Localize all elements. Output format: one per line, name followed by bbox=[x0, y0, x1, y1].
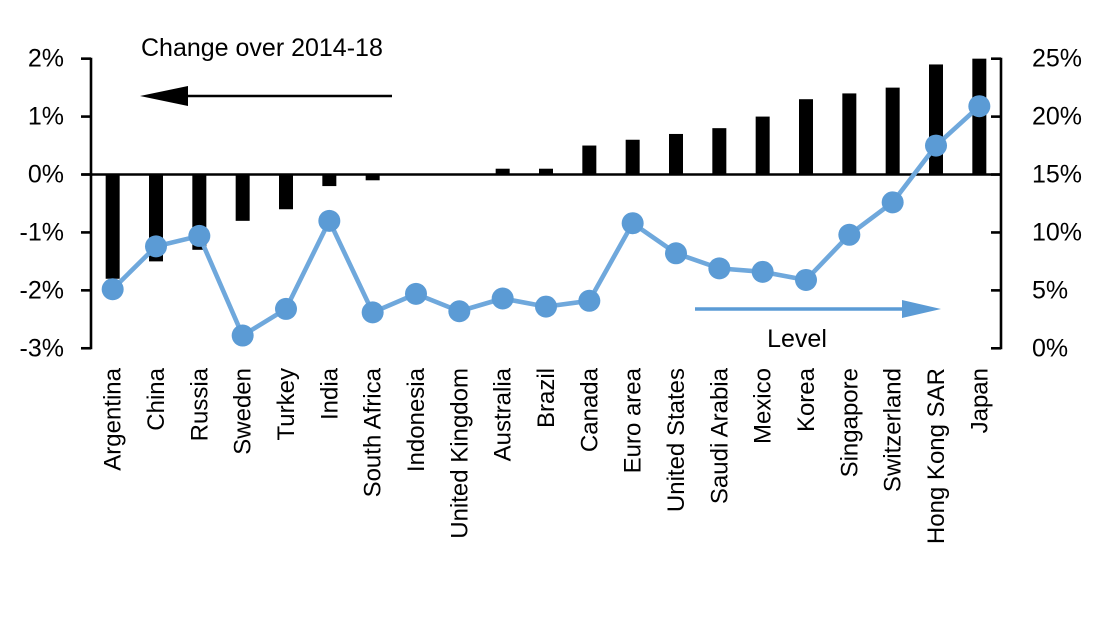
category-label-india: India bbox=[316, 367, 343, 420]
level-marker-canada bbox=[578, 289, 601, 312]
level-marker-indonesia bbox=[405, 282, 427, 305]
level-marker-turkey bbox=[275, 297, 297, 320]
level-marker-australia bbox=[491, 287, 514, 310]
level-marker-mexico bbox=[751, 260, 774, 283]
category-label-brazil: Brazil bbox=[533, 368, 560, 428]
level-marker-switzerland bbox=[881, 191, 904, 214]
bar-mexico bbox=[755, 116, 770, 175]
bar-brazil bbox=[539, 168, 553, 175]
level-marker-united-kingdom bbox=[448, 300, 471, 323]
category-label-australia: Australia bbox=[490, 367, 517, 461]
level-marker-singapore bbox=[838, 223, 861, 246]
bar-turkey bbox=[279, 174, 293, 210]
category-label-united-kingdom: United Kingdom bbox=[446, 368, 473, 539]
bar-united-states bbox=[669, 133, 683, 175]
bar-india bbox=[322, 174, 337, 187]
right-axis-tick-label: 25% bbox=[1032, 45, 1082, 73]
left-axis-tick-label: 2% bbox=[28, 45, 64, 73]
category-label-mexico: Mexico bbox=[750, 368, 777, 444]
category-label-sweden: Sweden bbox=[230, 368, 257, 455]
category-label-china: China bbox=[143, 367, 170, 430]
category-label-hong-kong-sar: Hong Kong SAR bbox=[923, 368, 950, 544]
category-label-argentina: Argentina bbox=[100, 367, 127, 470]
bar-australia bbox=[495, 168, 510, 175]
category-label-euro-area: Euro area bbox=[620, 367, 647, 473]
category-label-russia: Russia bbox=[186, 367, 213, 441]
right-axis-tick-label: 5% bbox=[1032, 276, 1068, 304]
bar-argentina bbox=[105, 174, 120, 279]
right-axis-tick-label: 15% bbox=[1032, 161, 1082, 189]
category-label-switzerland: Switzerland bbox=[880, 368, 907, 492]
level-marker-sweden bbox=[231, 324, 254, 347]
category-label-indonesia: Indonesia bbox=[403, 367, 430, 472]
category-label-saudi-arabia: Saudi Arabia bbox=[706, 367, 733, 504]
level-arrow-head bbox=[902, 300, 941, 318]
category-label-japan: Japan bbox=[966, 368, 993, 433]
bar-korea bbox=[799, 99, 813, 175]
bar-canada bbox=[582, 145, 597, 175]
level-marker-india bbox=[318, 209, 341, 232]
right-axis-tick-label: 10% bbox=[1032, 218, 1082, 246]
level-marker-japan bbox=[968, 95, 991, 118]
bar-singapore bbox=[842, 93, 857, 175]
bar-hong-kong-sar bbox=[929, 64, 943, 175]
category-label-singapore: Singapore bbox=[836, 368, 863, 477]
level-marker-south-africa bbox=[361, 301, 384, 324]
bar-series-label: Change over 2014-18 bbox=[141, 34, 383, 62]
level-marker-argentina bbox=[101, 278, 124, 301]
right-axis-tick-label: 20% bbox=[1032, 103, 1082, 131]
bar-saudi-arabia bbox=[712, 128, 727, 175]
level-marker-brazil bbox=[535, 295, 557, 318]
level-marker-saudi-arabia bbox=[708, 257, 731, 280]
bar-euro-area bbox=[625, 139, 640, 175]
left-axis-tick-label: -1% bbox=[20, 218, 64, 246]
right-axis-tick-label: 0% bbox=[1032, 334, 1068, 362]
category-label-korea: Korea bbox=[793, 367, 820, 432]
category-label-canada: Canada bbox=[576, 367, 603, 452]
bar-switzerland bbox=[885, 87, 900, 175]
left-axis-tick-label: -2% bbox=[20, 276, 64, 304]
level-marker-russia bbox=[188, 224, 211, 247]
level-marker-euro-area bbox=[621, 212, 644, 235]
left-axis-tick-label: 0% bbox=[28, 161, 64, 189]
left-axis-tick-label: -3% bbox=[20, 334, 64, 362]
change-arrow-head bbox=[140, 86, 188, 106]
level-marker-china bbox=[145, 235, 167, 258]
level-marker-korea bbox=[795, 268, 817, 291]
level-marker-hong-kong-sar bbox=[925, 134, 947, 157]
category-label-united-states: United States bbox=[663, 368, 690, 512]
bar-sweden bbox=[235, 174, 250, 221]
line-series-label: Level bbox=[767, 325, 827, 353]
bar-south-africa bbox=[365, 174, 380, 181]
category-label-turkey: Turkey bbox=[273, 368, 300, 440]
level-marker-united-states bbox=[665, 242, 687, 265]
category-label-south-africa: South Africa bbox=[360, 367, 387, 497]
left-axis-tick-label: 1% bbox=[28, 103, 64, 131]
